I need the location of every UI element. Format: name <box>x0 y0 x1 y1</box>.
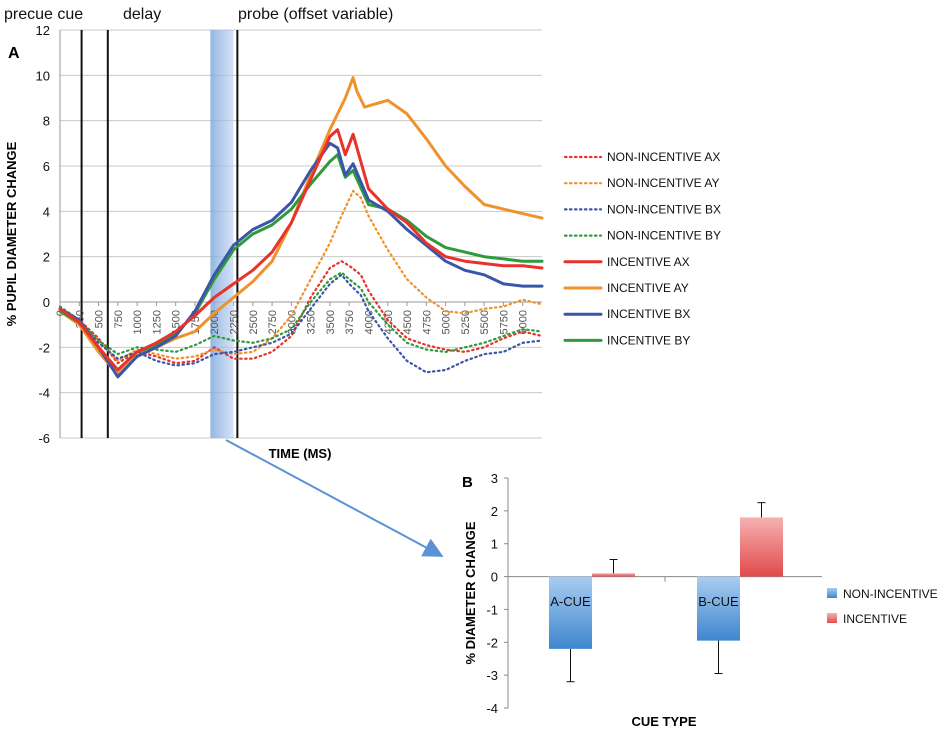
panel-b-axes: -4 -3 -2 -1 0 1 2 3 <box>486 471 822 716</box>
y-tick-label: -2 <box>38 340 50 355</box>
panel-a-phases: precue cue delay probe (offset variable) <box>4 6 393 438</box>
category-label: A-CUE <box>550 594 591 609</box>
x-tick-label: 2500 <box>248 310 260 334</box>
b-y-tick-label: -1 <box>486 602 498 617</box>
x-tick-label: 5250 <box>460 310 472 334</box>
panel-a-chart: A precue cue delay probe (offset variable)… <box>4 6 721 461</box>
highlight-window <box>210 30 234 438</box>
y-tick-label: 2 <box>43 250 50 265</box>
b-y-tick-label: 3 <box>491 471 498 486</box>
legend-label: NON-INCENTIVE AX <box>607 150 720 164</box>
phase-label: delay <box>123 6 161 23</box>
bar-non-incentive-b-cue <box>697 576 740 641</box>
b-legend-label: NON-INCENTIVE <box>843 587 938 601</box>
b-legend-swatch <box>827 613 837 623</box>
panel-b-bars: A-CUE B-CUE <box>549 502 783 683</box>
b-y-tick-label: 0 <box>491 570 498 585</box>
x-tick-label: 4500 <box>402 310 414 334</box>
y-tick-label: -4 <box>38 386 50 401</box>
x-tick-label: 2750 <box>267 310 279 334</box>
x-tick-label: 5000 <box>441 310 453 334</box>
panel-b-label: B <box>462 474 473 491</box>
legend-label: INCENTIVE AX <box>607 255 690 269</box>
x-tick-label: 5750 <box>498 310 510 334</box>
legend-label: NON-INCENTIVE BX <box>607 202 721 216</box>
x-tick-label: 1000 <box>132 310 144 334</box>
y-tick-label: 6 <box>43 159 50 174</box>
panel-a-label: A <box>8 45 20 62</box>
bar-incentive-a-cue <box>592 573 635 577</box>
panel-a-x-tick-labels: 0 250 500 750 1000 1250 1500 1750 2000 2250 2500 27… <box>55 310 530 334</box>
series-line-non-incentive-bx <box>58 273 544 374</box>
b-y-tick-label: -2 <box>486 635 498 650</box>
x-tick-label: 3250 <box>306 310 318 334</box>
legend-label: NON-INCENTIVE AY <box>607 176 719 190</box>
zoom-connector-arrow <box>225 439 444 557</box>
y-tick-label: 0 <box>43 295 50 310</box>
x-tick-label: 2250 <box>229 310 241 334</box>
phase-label: precue cue <box>4 6 83 23</box>
phase-label: probe (offset variable) <box>238 6 393 23</box>
y-tick-label: 10 <box>36 68 50 83</box>
panel-b-y-axis-title: % DIAMETER CHANGE <box>463 521 478 664</box>
legend-label: INCENTIVE BX <box>607 307 690 321</box>
panel-b-legend: NON-INCENTIVE INCENTIVE <box>827 587 938 626</box>
x-tick-label: 1250 <box>151 310 163 334</box>
panel-b-x-axis-title: CUE TYPE <box>631 714 696 729</box>
legend-label: INCENTIVE AY <box>607 281 689 295</box>
panel-a-y-tick-labels: -6 -4 -2 0 2 4 6 8 10 12 <box>36 23 50 446</box>
b-legend-swatch <box>827 588 837 598</box>
panel-a-series-lines <box>58 76 544 379</box>
b-legend-label: INCENTIVE <box>843 612 907 626</box>
series-line-incentive-bx <box>58 141 544 379</box>
x-tick-label: 750 <box>113 310 125 328</box>
x-tick-label: 500 <box>94 310 106 328</box>
y-tick-label: 4 <box>43 204 50 219</box>
panel-a-legend: NON-INCENTIVE AX NON-INCENTIVE AY NON-INCE… <box>563 150 721 347</box>
y-tick-label: -6 <box>38 431 50 446</box>
category-label: B-CUE <box>698 594 739 609</box>
bar-non-incentive-a-cue <box>549 576 592 649</box>
bar-incentive-b-cue <box>740 517 783 577</box>
b-y-tick-label: 2 <box>491 504 498 519</box>
b-y-tick-label: -4 <box>486 701 498 716</box>
y-tick-label: 12 <box>36 23 50 38</box>
panel-a-gridlines <box>59 29 542 439</box>
legend-label: NON-INCENTIVE BY <box>607 229 721 243</box>
series-line-incentive-ax <box>58 128 544 372</box>
panel-a-x-axis-title: TIME (MS) <box>269 446 332 461</box>
b-y-tick-label: 1 <box>491 537 498 552</box>
b-y-tick-label: -3 <box>486 668 498 683</box>
legend-label: INCENTIVE BY <box>607 333 690 347</box>
x-tick-label: 5500 <box>479 310 491 334</box>
x-tick-label: 4750 <box>421 310 433 334</box>
x-tick-label: 3750 <box>344 310 356 334</box>
panel-b-chart: B -4 -3 -2 -1 0 1 2 3 A-CUE B-CUE NON-INCENTIVE I… <box>462 471 938 729</box>
y-tick-label: 8 <box>43 114 50 129</box>
x-tick-label: 3500 <box>325 310 337 334</box>
panel-a-y-axis-title: % PUPIL DIAMETER CHANGE <box>4 141 19 326</box>
x-tick-label: 6000 <box>518 310 530 334</box>
